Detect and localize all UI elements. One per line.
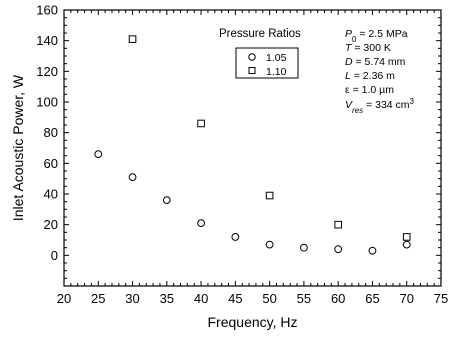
x-tick-label: 35 (160, 291, 174, 306)
x-tick-label: 60 (331, 291, 345, 306)
legend-box (235, 47, 299, 79)
data-point-circle (300, 243, 308, 252)
param-vres: Vres = 334 cm3 (345, 97, 415, 115)
tick-labels-group: 20 25 30 35 40 45 50 55 60 65 70 750204060801001201… (36, 3, 448, 307)
legend-title: Pressure Ratios (219, 28, 301, 40)
param-t: T = 300 K (345, 42, 391, 54)
x-tick-label: 75 (434, 291, 448, 306)
data-point-circle (162, 196, 171, 205)
y-tick-label: 20 (44, 217, 58, 232)
data-point-circle (128, 173, 137, 182)
param-d: D = 5.74 mm (345, 56, 406, 68)
data-point-square (334, 220, 342, 229)
param-vres-subscript: res (352, 106, 363, 115)
y-tick-label: 40 (44, 187, 58, 202)
param-vres-superscript: 3 (410, 97, 415, 106)
data-point-circle (402, 240, 411, 249)
param-l: L = 2.36 m (345, 70, 395, 82)
legend-entry-1-10: 1.10 (248, 66, 287, 78)
y-tick-label: 60 (44, 156, 58, 171)
legend-label: 1.10 (266, 66, 287, 78)
param-eps: ε = 1.0 µm (345, 84, 394, 96)
param-d-value: = 5.74 mm (353, 56, 406, 68)
x-axis-title: Frequency, Hz (208, 314, 298, 330)
data-point-square (197, 119, 205, 128)
data-point-circle (197, 219, 205, 228)
y-axis-title: Inlet Acoustic Power, W (10, 74, 26, 221)
param-t-symbol: T (345, 42, 353, 54)
y-tick-label: 100 (36, 95, 58, 110)
data-point-circle (231, 233, 240, 241)
data-point-square (265, 191, 274, 200)
param-eps-symbol: ε (345, 84, 350, 96)
data-point-circle (94, 150, 103, 159)
param-vres-value: = 334 cm (363, 99, 410, 111)
x-tick-label: 65 (365, 291, 379, 306)
legend-label: 1.05 (266, 52, 287, 64)
x-tick-label: 70 (399, 291, 413, 306)
y-tick-label: 80 (44, 125, 58, 140)
legend: Pressure Ratios 1.05 1.10 (219, 28, 301, 79)
y-tick-label: 140 (36, 33, 58, 48)
data-marks-group (94, 35, 411, 255)
x-tick-label: 50 (262, 291, 276, 306)
data-point-circle (334, 245, 343, 254)
x-tick-label: 40 (194, 291, 208, 306)
data-point-circle (265, 240, 274, 249)
param-l-value: = 2.36 m (351, 70, 395, 82)
x-tick-label: 25 (91, 291, 105, 306)
param-vres-symbol: V (345, 99, 353, 111)
data-point-square (402, 233, 411, 241)
param-eps-value: = 1.0 µm (350, 84, 395, 96)
x-tick-label: 55 (297, 291, 311, 306)
param-p0-symbol: P (345, 28, 352, 40)
x-tick-label: 30 (125, 291, 139, 306)
x-tick-label: 45 (228, 291, 242, 306)
param-p0-value: = 2.5 MPa (356, 28, 407, 40)
param-p0-subscript: 0 (352, 35, 357, 44)
data-point-square (128, 35, 137, 43)
y-tick-label: 160 (36, 3, 58, 18)
param-l-symbol: L (345, 70, 351, 82)
y-tick-label: 0 (51, 248, 58, 263)
param-t-value: = 300 K (351, 42, 390, 54)
parameter-annotations: P0 = 2.5 MPa T = 300 K D = 5.74 mm L = 2… (345, 28, 415, 115)
param-d-symbol: D (345, 56, 353, 68)
axis-ticks-group (63, 9, 442, 287)
param-p0: P0 = 2.5 MPa (345, 28, 408, 44)
y-tick-label: 120 (36, 64, 58, 79)
legend-marker-square (248, 67, 256, 74)
legend-marker-circle (248, 53, 256, 61)
data-point-circle (368, 246, 377, 255)
legend-entry-1-05: 1.05 (248, 52, 287, 64)
x-tick-label: 20 (57, 291, 71, 306)
